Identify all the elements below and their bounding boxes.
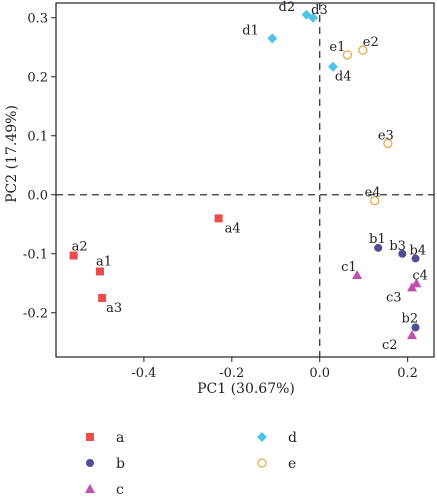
- x-tick-label: 0.2: [397, 366, 418, 381]
- x-tick-label: -0.4: [131, 366, 156, 381]
- point-label-d1: d1: [242, 23, 259, 38]
- point-label-c4: c4: [412, 268, 428, 283]
- legend-label-a: a: [116, 430, 124, 446]
- point-a3: [98, 294, 107, 302]
- point-label-c3: c3: [386, 290, 402, 305]
- point-c1: [352, 269, 363, 279]
- legend-label-d: d: [288, 430, 297, 446]
- point-e1: [342, 50, 353, 60]
- point-a1: [95, 267, 104, 276]
- plot-frame: [55, 2, 435, 358]
- legend-label-e: e: [288, 456, 296, 472]
- y-axis-title: PC2 (17.49%): [4, 105, 20, 203]
- legend-label-c: c: [116, 482, 124, 498]
- point-label-c1: c1: [341, 260, 357, 275]
- y-tick-label: -0.2: [23, 306, 48, 321]
- y-tick-label: 0.3: [27, 11, 48, 26]
- point-label-d3: d3: [311, 3, 328, 18]
- point-label-c2: c2: [382, 338, 398, 353]
- plot-area: -0.4 -0.2 0.0 0.2 -0.2 -0.1 0.0 0.1 0.2 0.3 a1 a2 a3…: [23, 0, 435, 381]
- point-label-b2: b2: [402, 312, 419, 327]
- point-c2: [407, 330, 418, 340]
- point-label-e3: e3: [378, 128, 394, 143]
- point-b4: [411, 254, 420, 263]
- y-tick-label: 0.0: [27, 188, 48, 203]
- legend: abc de: [85, 430, 297, 498]
- point-b3: [398, 249, 407, 258]
- point-label-d4: d4: [335, 70, 352, 85]
- x-tick-label: -0.2: [219, 366, 244, 381]
- point-e3: [383, 138, 393, 149]
- point-d3: [308, 12, 319, 23]
- point-d1: [267, 33, 278, 44]
- legend-marker-a: [86, 433, 94, 441]
- y-tick-label: -0.1: [23, 247, 48, 262]
- legend-marker-c: [85, 484, 95, 493]
- legend-marker-d: [257, 432, 267, 442]
- point-e4: [370, 195, 380, 206]
- point-label-a2: a2: [72, 240, 88, 255]
- point-b2: [411, 323, 420, 332]
- legend-marker-b: [86, 459, 94, 467]
- point-label-b3: b3: [389, 239, 406, 254]
- point-label-a4: a4: [225, 221, 241, 236]
- legend-marker-e: [257, 458, 267, 468]
- y-tick-label: 0.2: [27, 70, 48, 85]
- point-label-a1: a1: [96, 254, 112, 269]
- point-label-a3: a3: [106, 301, 122, 316]
- point-a4: [214, 214, 223, 223]
- point-e2: [358, 45, 368, 55]
- x-axis-title: PC1 (30.67%): [197, 381, 295, 397]
- point-label-e2: e2: [363, 35, 379, 50]
- point-label-e1: e1: [329, 40, 345, 55]
- point-b1: [374, 243, 383, 252]
- x-tick-label: 0.0: [309, 366, 330, 381]
- point-label-e4: e4: [365, 186, 381, 201]
- point-a2: [69, 251, 78, 260]
- point-label-b1: b1: [369, 232, 386, 247]
- y-tick-label: 0.1: [27, 129, 48, 144]
- point-label-d2: d2: [279, 0, 296, 15]
- point-label-b4: b4: [410, 243, 427, 258]
- point-c4: [411, 278, 422, 288]
- legend-label-b: b: [116, 456, 125, 472]
- point-d4: [327, 61, 338, 72]
